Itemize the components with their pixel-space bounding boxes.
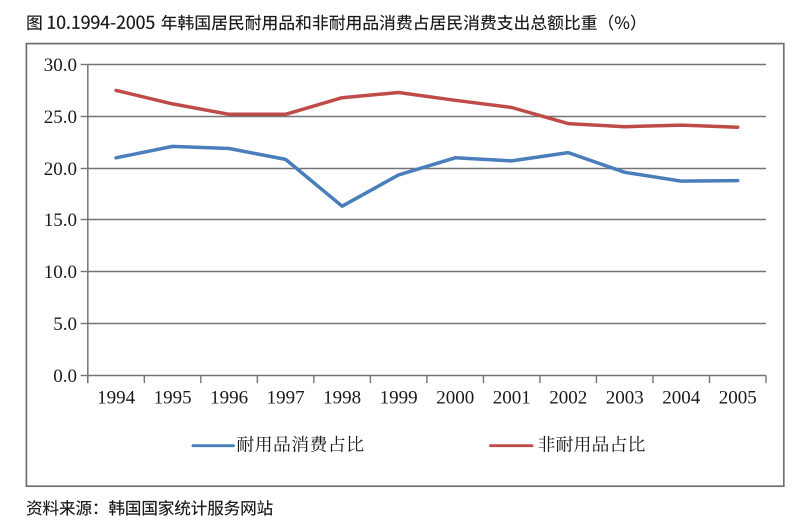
svg-text:1996: 1996 (210, 388, 248, 409)
svg-text:2001: 2001 (493, 388, 531, 409)
svg-text:20.0: 20.0 (44, 159, 77, 180)
svg-text:2000: 2000 (436, 388, 474, 409)
svg-text:0.0: 0.0 (53, 366, 77, 387)
svg-text:10.0: 10.0 (44, 262, 77, 283)
svg-text:15.0: 15.0 (44, 210, 77, 231)
svg-text:1999: 1999 (380, 388, 418, 409)
svg-text:5.0: 5.0 (53, 314, 77, 335)
svg-text:1998: 1998 (323, 388, 361, 409)
svg-text:1997: 1997 (267, 388, 305, 409)
svg-text:25.0: 25.0 (44, 107, 77, 128)
svg-text:2002: 2002 (549, 388, 587, 409)
svg-text:2003: 2003 (606, 388, 644, 409)
svg-text:1994: 1994 (97, 388, 136, 409)
svg-text:1995: 1995 (154, 388, 192, 409)
svg-text:2005: 2005 (719, 388, 757, 409)
svg-text:2004: 2004 (662, 388, 701, 409)
svg-text:30.0: 30.0 (44, 55, 77, 76)
